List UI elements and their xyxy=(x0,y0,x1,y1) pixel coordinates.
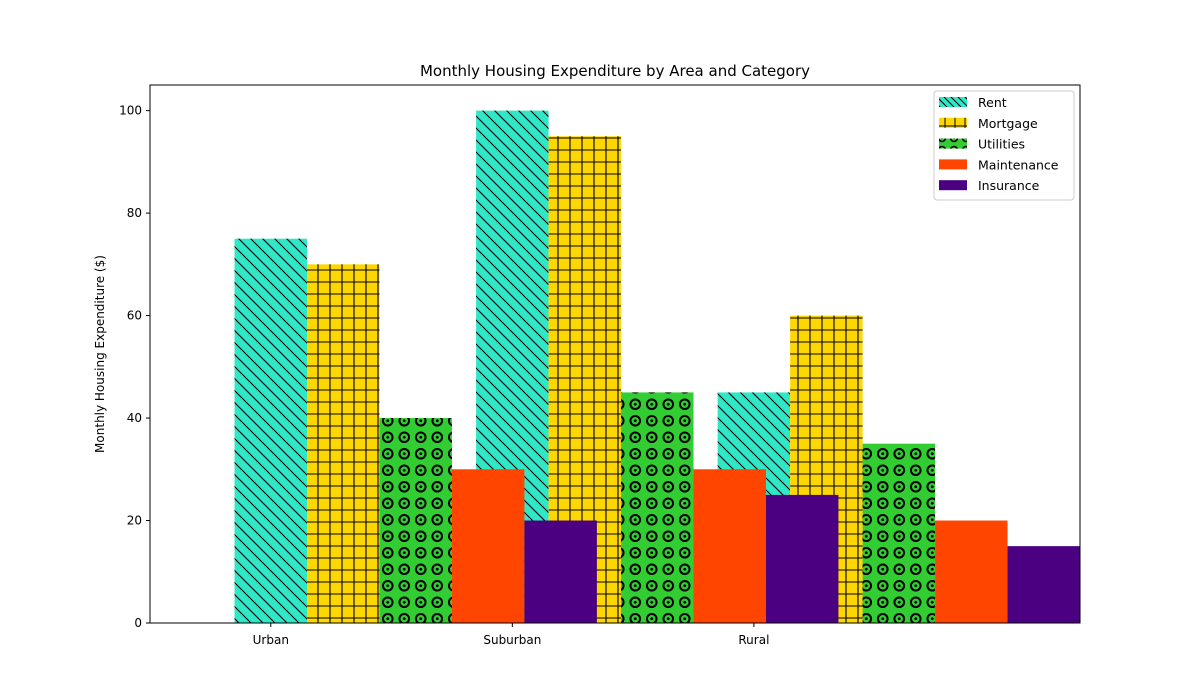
legend-swatch xyxy=(939,159,967,170)
legend-label: Utilities xyxy=(978,137,1025,152)
legend-label: Insurance xyxy=(978,178,1040,193)
legend-swatch-hatch xyxy=(939,138,967,149)
bar-fill xyxy=(451,469,525,623)
bar-insurance-rural xyxy=(1007,546,1080,623)
bar-hatch xyxy=(379,418,452,623)
bar-utilities-suburban xyxy=(621,392,694,623)
bar-fill xyxy=(1007,546,1080,623)
x-tick-label: Suburban xyxy=(483,633,541,647)
bar-rent-urban xyxy=(234,238,308,623)
legend-swatch-hatch xyxy=(939,117,967,128)
bar-fill xyxy=(765,494,839,623)
bar-hatch xyxy=(234,238,308,623)
y-tick-label: 80 xyxy=(127,206,142,220)
bar-utilities-urban xyxy=(379,418,452,623)
bar-hatch xyxy=(307,264,380,623)
legend-label: Rent xyxy=(978,95,1007,110)
x-tick-label: Rural xyxy=(738,633,769,647)
legend: Rent Mortgage Utilities Maintenance Insuranc… xyxy=(933,90,1075,201)
bar-fill xyxy=(935,520,1008,623)
legend-swatch-hatch xyxy=(939,97,967,107)
plot-frame xyxy=(149,84,1081,624)
y-tick-label: 20 xyxy=(127,514,142,528)
legend-item-rent: Rent xyxy=(939,95,1007,110)
bar-maintenance-suburban xyxy=(693,469,766,623)
bar-fill xyxy=(524,520,597,623)
bar-mortgage-urban xyxy=(307,264,380,623)
bar-insurance-urban xyxy=(524,520,597,623)
bar-hatch xyxy=(621,392,694,623)
legend-item-utilities: Utilities xyxy=(939,137,1025,152)
bar-maintenance-rural xyxy=(935,520,1008,623)
y-tick-label: 40 xyxy=(127,411,142,425)
legend-swatch xyxy=(939,180,967,191)
legend-box xyxy=(933,90,1075,201)
bar-fill xyxy=(693,469,766,623)
legend-item-maintenance: Maintenance xyxy=(939,157,1059,172)
legend-item-insurance: Insurance xyxy=(939,178,1040,193)
legend-label: Maintenance xyxy=(978,157,1059,172)
legend-item-mortgage: Mortgage xyxy=(939,116,1038,131)
legend-label: Mortgage xyxy=(978,116,1038,131)
y-axis-label: Monthly Housing Expenditure ($) xyxy=(93,255,107,453)
chart-title: Monthly Housing Expenditure by Area and … xyxy=(420,62,810,80)
bar-maintenance-urban xyxy=(451,469,525,623)
y-tick-label: 60 xyxy=(127,309,142,323)
bars-layer xyxy=(234,110,1080,624)
bar-insurance-suburban xyxy=(765,494,839,623)
x-tick-label: Urban xyxy=(253,633,289,647)
y-tick-label: 0 xyxy=(134,616,142,630)
bar-hatch xyxy=(862,443,936,623)
y-tick-label: 100 xyxy=(119,104,142,118)
ticks-layer: 0 20 40 60 80 100 Urban Suburban Rural xyxy=(119,104,769,647)
bar-utilities-rural xyxy=(862,443,936,623)
